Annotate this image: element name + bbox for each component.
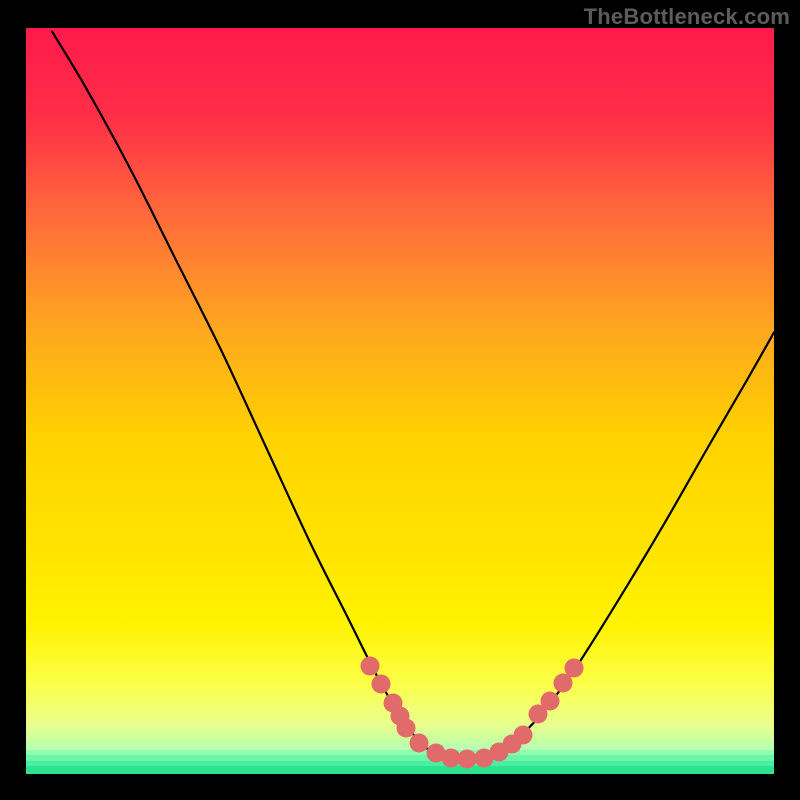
curve-marker xyxy=(564,659,583,678)
curve-marker xyxy=(361,656,380,675)
chart-stage: TheBottleneck.com xyxy=(0,0,800,800)
curve-marker xyxy=(409,733,428,752)
curve-marker xyxy=(372,675,391,694)
curve-marker xyxy=(514,726,533,745)
curve-layer xyxy=(0,0,800,800)
watermark-text: TheBottleneck.com xyxy=(584,4,790,30)
bottleneck-curve xyxy=(52,32,774,759)
curve-marker xyxy=(540,691,559,710)
